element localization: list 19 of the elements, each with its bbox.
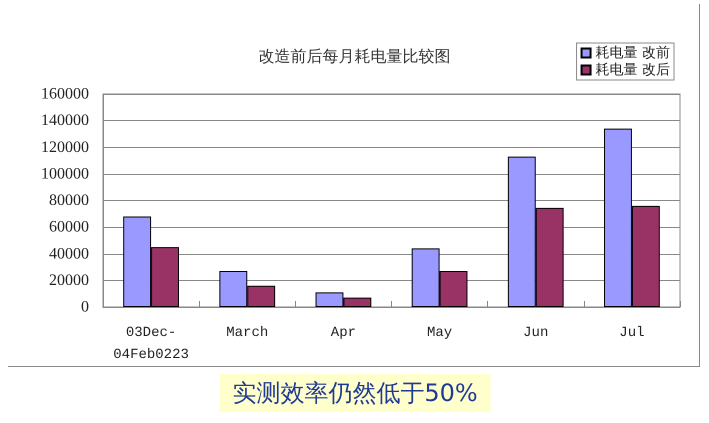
x-tick-label: May: [426, 325, 452, 341]
x-tick-label: 03Dec-04Feb0223: [113, 325, 189, 363]
y-tick-label: 160000: [41, 86, 89, 102]
y-tick-label: 40000: [49, 245, 89, 262]
y-tick-label: 60000: [49, 218, 89, 236]
y-tick-label: 100000: [41, 165, 89, 182]
x-tick-label: Jun: [523, 325, 548, 341]
x-tick-label: March: [226, 325, 268, 341]
y-tick-label: 120000: [41, 138, 89, 156]
text: 实测效率仍然低于50%: [232, 379, 478, 407]
x-tick-label: Apr: [330, 325, 356, 341]
y-tick-label: 80000: [49, 192, 89, 209]
legend-label: 耗电量 改后: [596, 62, 670, 78]
y-tick-label: 140000: [41, 112, 89, 130]
chart-title: 改造前后每月耗电量比较图: [258, 46, 450, 66]
legend-label: 耗电量 改前: [596, 45, 670, 61]
y-tick-label: 20000: [49, 272, 89, 289]
y-tick-label: 0: [81, 298, 89, 316]
x-tick-label: Jul: [619, 325, 645, 341]
